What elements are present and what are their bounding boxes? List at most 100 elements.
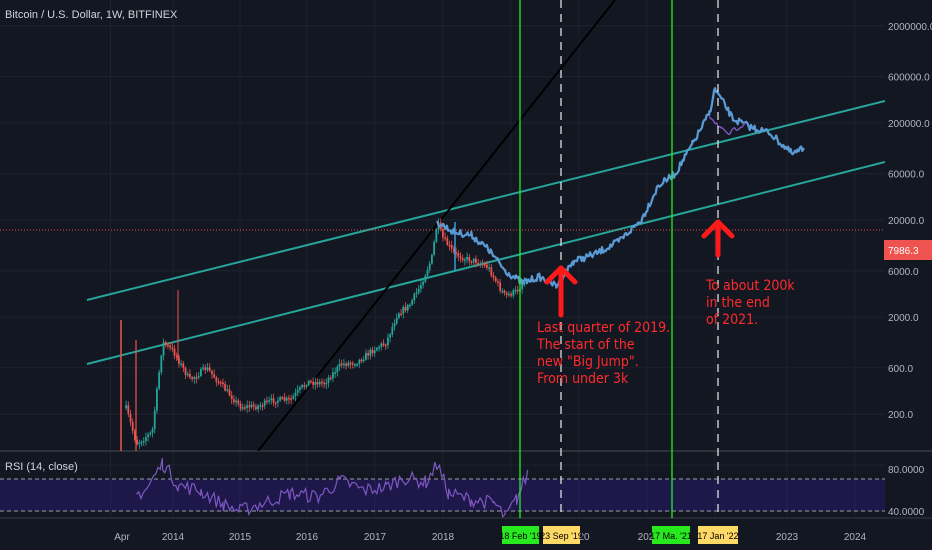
candle-body: [512, 290, 515, 296]
annotation-text: From under 3k: [537, 371, 629, 387]
candle-body: [442, 229, 444, 238]
candle-body: [142, 440, 145, 443]
candle-body: [193, 377, 196, 380]
price-pane: [0, 0, 885, 451]
time-axis-label: 2024: [844, 532, 867, 543]
price-axis-label: 200.0: [888, 410, 913, 421]
time-axis-label: 2016: [296, 532, 319, 543]
candle-body: [338, 363, 341, 367]
candle-body: [215, 377, 218, 382]
candle-body: [167, 344, 169, 347]
candle-body: [281, 397, 284, 399]
candle-body: [406, 305, 409, 311]
time-axis-label: 2015: [229, 532, 252, 543]
candle-body: [290, 398, 293, 400]
chart-title: Bitcoin / U.S. Dollar, 1W, BITFINEX: [5, 9, 178, 21]
candle-body: [323, 382, 326, 385]
candle-body: [303, 385, 306, 387]
candle-body: [213, 374, 216, 378]
last-price-label: 7986.3: [888, 246, 919, 257]
candle-body: [378, 346, 381, 349]
axes: 2000000.0 600000.0 200000.0 60000.0 20000.0 6…: [114, 22, 932, 544]
candle-body: [404, 307, 407, 311]
candle-body: [329, 377, 332, 380]
candle-body: [490, 267, 493, 276]
candle-body: [354, 364, 356, 366]
time-axis-label: 2017: [364, 532, 387, 543]
candle-body: [497, 281, 499, 283]
time-axis-label: Apr: [114, 532, 130, 543]
candle-body: [195, 377, 198, 379]
candle-body: [475, 258, 477, 263]
date-badge: [652, 526, 690, 544]
candle-body: [294, 392, 297, 397]
candle-body: [178, 357, 180, 364]
time-axis-label: 2023: [776, 532, 799, 543]
price-axis-label: 600000.0: [888, 73, 930, 84]
candle-body: [409, 304, 411, 307]
candle-body: [417, 288, 420, 293]
candle-body: [175, 355, 178, 358]
candle-body: [479, 263, 482, 266]
time-axis-label: 202: [638, 532, 655, 543]
trend-line-black: [257, 0, 616, 451]
candle-body: [444, 237, 447, 239]
candle-body: [424, 275, 427, 282]
candle-body: [499, 282, 502, 291]
candle-body: [523, 281, 526, 285]
candle-body: [162, 342, 165, 356]
candle-body: [226, 389, 229, 392]
candle-body: [510, 293, 513, 296]
candle-body: [395, 317, 398, 324]
candle-body: [428, 263, 431, 270]
candle-body: [402, 307, 405, 314]
candle-body: [255, 406, 257, 410]
candle-body: [136, 439, 139, 445]
candle-body: [387, 337, 389, 346]
candle-body: [514, 289, 517, 292]
candle-body: [376, 348, 378, 351]
annotation-text: Last quarter of 2019.: [537, 320, 670, 336]
candle-body: [274, 402, 277, 405]
candle-body: [129, 413, 132, 423]
projection-dip: [708, 116, 746, 136]
candle-body: [244, 407, 246, 409]
candle-body: [263, 400, 266, 406]
arrow-2021: [701, 219, 735, 258]
candle-body: [369, 349, 372, 356]
candle-body: [125, 405, 128, 409]
candle-body: [138, 442, 141, 445]
candle-body: [334, 372, 337, 374]
candle-body: [219, 382, 222, 384]
candle-body: [481, 263, 484, 266]
candle-body: [259, 405, 262, 407]
candles: [120, 218, 528, 451]
candle-body: [325, 382, 328, 385]
candle-body: [182, 363, 185, 368]
candle-body: [492, 275, 495, 278]
candle-body: [521, 284, 524, 290]
candle-body: [347, 362, 350, 366]
candle-body: [283, 397, 286, 401]
candle-body: [345, 363, 348, 366]
annotation-text: To about 200k: [705, 278, 795, 294]
candle-body: [488, 267, 491, 269]
candle-body: [241, 407, 244, 409]
date-badge-label: 23 Sep '19: [540, 531, 583, 541]
candle-body: [332, 372, 334, 379]
candle-body: [206, 367, 209, 371]
time-axis-label: 2014: [162, 532, 185, 543]
candle-body: [160, 355, 163, 373]
candle-body: [448, 244, 451, 247]
candle-body: [197, 375, 200, 378]
date-badge-label: 17 Jan '22: [697, 531, 738, 541]
candle-body: [149, 432, 152, 435]
candle-body: [413, 293, 416, 301]
candle-body: [217, 381, 220, 384]
candle-body: [222, 382, 224, 385]
candle-body: [151, 428, 154, 433]
candle-body: [310, 380, 312, 383]
date-badge: [543, 526, 580, 544]
